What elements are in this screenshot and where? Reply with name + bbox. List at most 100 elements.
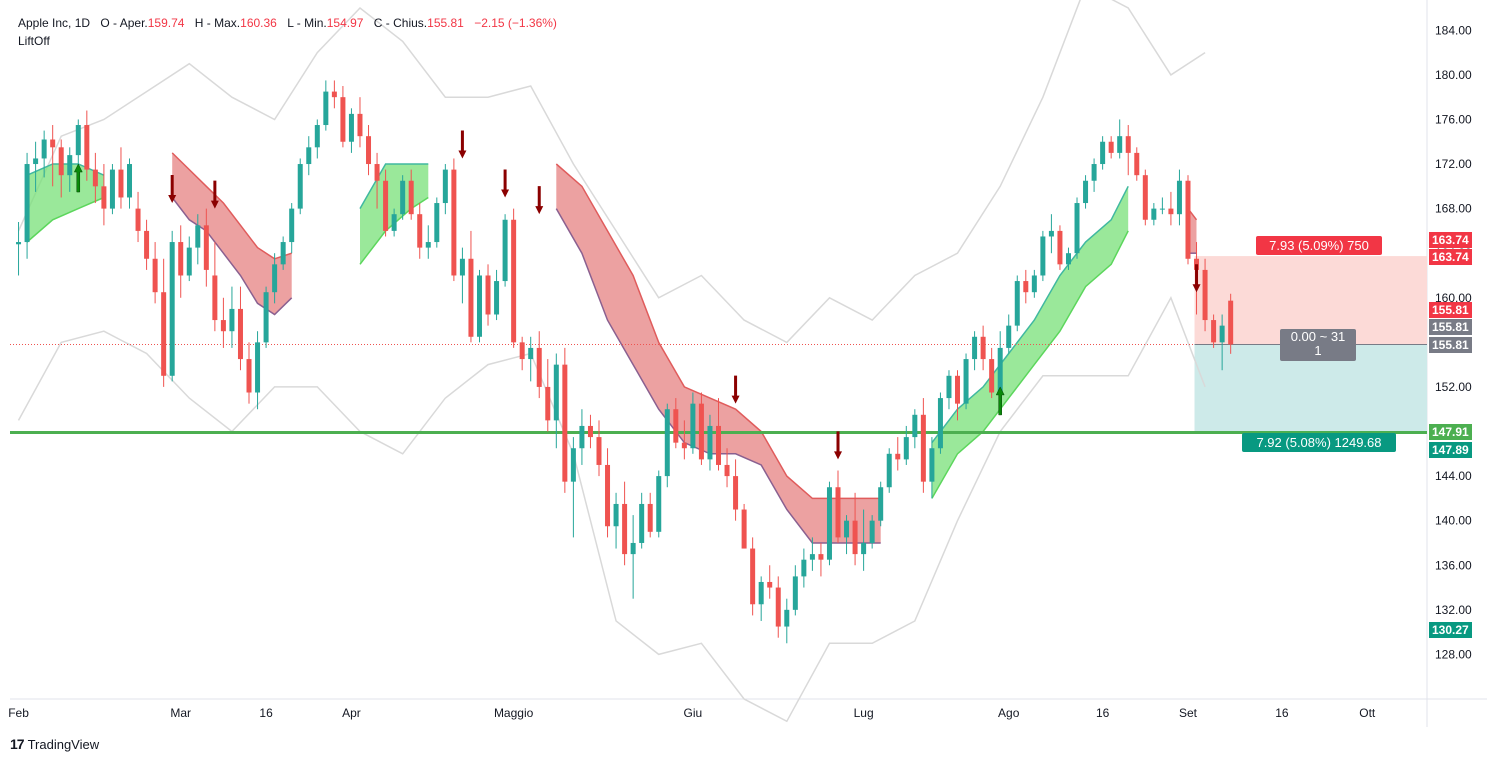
candle-body <box>323 91 329 126</box>
candle-body <box>50 139 56 148</box>
red-cloud-top <box>171 152 292 260</box>
sell-signal-arrow <box>501 169 510 198</box>
candle-body <box>331 91 337 98</box>
green-cloud-top <box>931 185 1129 444</box>
green-cloud <box>27 164 104 242</box>
indicator-name[interactable]: LiftOff <box>18 34 50 48</box>
candle-body <box>1142 175 1148 220</box>
candle-body <box>289 208 295 243</box>
candles <box>16 80 1234 644</box>
candle-body <box>263 292 269 343</box>
candle-body <box>536 347 542 387</box>
candle-body <box>41 139 47 159</box>
candle-body <box>767 581 773 588</box>
y-tick-label: 172.00 <box>1435 157 1472 171</box>
candle-body <box>280 242 286 265</box>
candle-body <box>1040 236 1046 276</box>
green-cloud-top <box>26 163 105 176</box>
price-tag-stop-top: 163.74 <box>1429 232 1472 248</box>
price-tag-low: 130.27 <box>1429 622 1472 638</box>
candle-body <box>246 359 252 393</box>
candle-body <box>980 336 986 360</box>
candle-body <box>485 275 491 315</box>
candle-body <box>818 554 824 560</box>
candle-body <box>1134 152 1140 176</box>
candle-body <box>1168 208 1174 215</box>
target-info-box[interactable]: 7.92 (5.08%) 1249.68 <box>1242 433 1396 452</box>
candle-body <box>1006 325 1012 348</box>
x-tick-label: Giu <box>684 706 703 720</box>
candle-body <box>826 487 832 560</box>
candle-body <box>229 308 235 332</box>
y-tick-label: 140.00 <box>1435 514 1472 528</box>
candle-body <box>1176 180 1182 215</box>
target-info-text: 7.92 (5.08%) 1249.68 <box>1256 435 1382 450</box>
candle-body <box>861 542 867 555</box>
open-value: 159.74 <box>147 16 185 30</box>
candle-body <box>681 442 687 449</box>
candle-body <box>937 398 943 449</box>
price-tag-target-bottom: 147.89 <box>1429 442 1472 458</box>
position-mid-line1: 0.00 ~ 31 <box>1290 329 1346 344</box>
y-tick-label: 136.00 <box>1435 558 1472 572</box>
candle-body <box>1219 325 1225 343</box>
candle-body <box>67 155 73 176</box>
red-cloud-bottom <box>171 197 293 316</box>
red-cloud-top <box>555 163 881 500</box>
candle-body <box>1125 136 1131 153</box>
candle-body <box>1185 180 1191 259</box>
candle-body <box>929 448 935 482</box>
candle-body <box>476 275 482 337</box>
candle-body <box>664 409 670 477</box>
stop-info-box[interactable]: 7.93 (5.09%) 750 <box>1256 236 1382 255</box>
candle-body <box>468 258 474 337</box>
candle-body <box>912 414 918 438</box>
price-tag-stop-bottom: 163.74 <box>1429 249 1472 265</box>
candle-body <box>724 464 730 477</box>
price-tag-close-gray-2: 155.81 <box>1429 337 1472 353</box>
candle-body <box>75 125 81 156</box>
candle-body <box>835 487 841 538</box>
candle-body <box>1202 269 1208 321</box>
candle-body <box>690 403 696 449</box>
candle-body <box>84 125 90 170</box>
tradingview-brand[interactable]: 17 TradingView <box>10 736 99 752</box>
candle-body <box>127 164 133 198</box>
y-tick-label: 152.00 <box>1435 380 1472 394</box>
candle-body <box>144 230 150 259</box>
x-tick-label: Maggio <box>494 706 534 720</box>
red-cloud <box>556 164 881 543</box>
candle-body <box>511 219 517 343</box>
candle-body <box>750 548 756 605</box>
candle-body <box>1159 208 1165 210</box>
x-tick-label: 16 <box>259 706 273 720</box>
candle-body <box>374 164 380 181</box>
position-mid-box[interactable]: 0.00 ~ 31 1 <box>1280 329 1356 361</box>
candle-body <box>442 169 448 204</box>
high-label: H - Max. <box>194 16 241 30</box>
x-tick-label: Set <box>1179 706 1198 720</box>
candle-body <box>1228 300 1234 345</box>
sell-signal-arrow <box>168 175 177 204</box>
candle-body <box>92 169 98 187</box>
green-cloud <box>931 186 1129 499</box>
sell-signal-arrow <box>731 375 740 404</box>
candle-body <box>383 180 389 231</box>
candle-body <box>741 509 747 549</box>
candle-body <box>451 169 457 276</box>
y-tick-label: 144.00 <box>1435 469 1472 483</box>
symbol-legend: Apple Inc, 1D O - Aper.159.74 H - Max.16… <box>18 15 557 31</box>
buy-signal-arrow <box>995 386 1005 416</box>
red-cloud-bottom <box>555 208 881 544</box>
candle-body <box>135 208 141 231</box>
candle-body <box>809 554 815 560</box>
candle-body <box>24 164 30 243</box>
candle-body <box>792 576 798 610</box>
candle-body <box>963 359 969 404</box>
candle-body <box>562 364 568 482</box>
lower-band-line <box>17 296 1206 723</box>
green-cloud-top <box>359 163 429 209</box>
candle-body <box>408 180 414 215</box>
candle-body <box>1014 281 1020 326</box>
